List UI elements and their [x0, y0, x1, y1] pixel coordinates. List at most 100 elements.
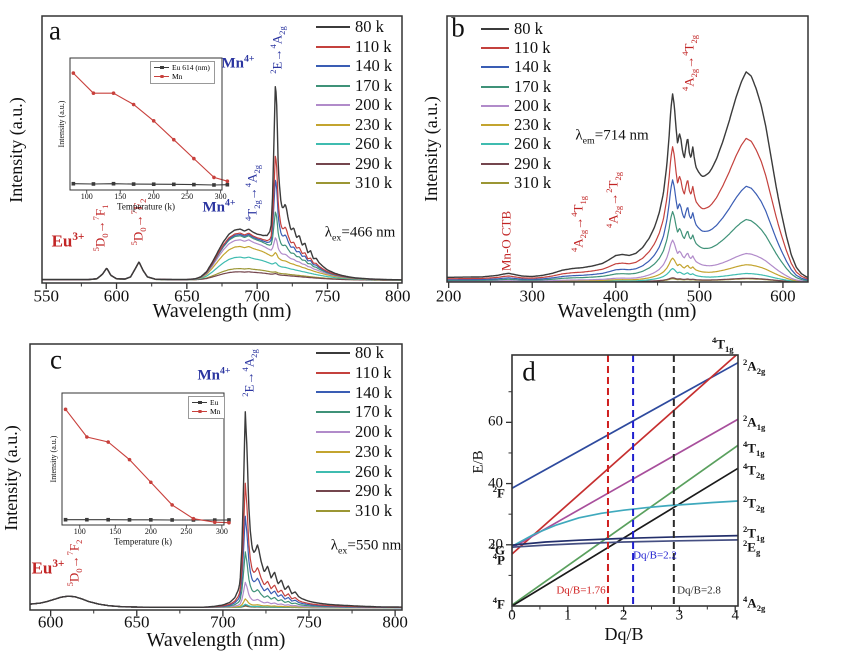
- legend-swatch: [154, 65, 169, 70]
- legend-item: 230 k: [316, 442, 392, 462]
- legend-item: 110 k: [316, 363, 392, 383]
- legend-swatch: [316, 26, 350, 29]
- y-axis-label: Intensity (a.u.): [1, 425, 21, 531]
- legend-item: 170 k: [481, 77, 551, 96]
- annotation: λem=714 nm: [575, 127, 649, 147]
- marker: [225, 179, 230, 183]
- legend-label: 310 k: [355, 173, 393, 193]
- series-110-k: [447, 137, 809, 280]
- legend-label: 170 k: [514, 76, 552, 96]
- inset-legend: Eu 614 (nm) Mn: [150, 61, 215, 84]
- marker: [111, 91, 116, 95]
- x-axis-label: Dq/B: [604, 624, 644, 644]
- square-marker-icon: [160, 65, 164, 70]
- panel-letter-a: a: [49, 15, 61, 46]
- legend-item: 80 k: [481, 19, 551, 38]
- x-tick-label: 600: [770, 286, 796, 306]
- legend-item: 170 k: [316, 76, 392, 96]
- x-tick-label: 0: [508, 607, 516, 624]
- ts-lines: [512, 355, 738, 606]
- marker: [170, 518, 174, 522]
- legend-label: 110 k: [355, 362, 392, 382]
- legend-item: 260 k: [481, 134, 551, 154]
- x-tick-label: 550: [33, 286, 59, 306]
- marker: [63, 517, 68, 522]
- legend-label: 260 k: [355, 461, 393, 481]
- marker: [212, 520, 217, 525]
- legend-swatch: [481, 27, 509, 30]
- legend-label: 230 k: [355, 441, 393, 461]
- marker: [149, 518, 153, 522]
- x-axis-label: Temperature (k): [116, 201, 176, 212]
- legend-item: 200 k: [481, 96, 551, 115]
- annotation: Eu3+: [31, 557, 65, 578]
- legend-label: 230 k: [355, 114, 393, 134]
- marker: [227, 518, 231, 522]
- x-tick-label: 700: [210, 612, 236, 632]
- annotation: 4A2g→2T2g: [604, 171, 624, 229]
- legend-swatch: [316, 123, 350, 126]
- marker: [192, 156, 196, 161]
- annotation: 5D0→7F2: [65, 539, 85, 587]
- annotation: 4A2g→4T1g: [569, 195, 589, 253]
- legend-label: 310 k: [355, 501, 393, 521]
- x-tick-label: 150: [114, 192, 127, 201]
- annotation: λex=550 nm: [330, 537, 402, 557]
- x-tick-label: 600: [37, 612, 64, 632]
- legend-label: 290 k: [355, 153, 393, 173]
- vline-label: Dq/B=2.8: [677, 584, 721, 597]
- x-tick-label: 300: [519, 286, 545, 306]
- legend-label: 80 k: [355, 342, 384, 362]
- state-label: 2T2g: [743, 494, 765, 514]
- x-tick-label: 750: [314, 286, 341, 306]
- marker: [106, 517, 110, 522]
- state-label: 2Eg: [743, 538, 761, 558]
- marker: [191, 516, 196, 521]
- legend-item: 230 k: [316, 115, 392, 135]
- ts-line-2A1g: [512, 418, 738, 549]
- x-tick-label: 300: [214, 192, 227, 201]
- legend-item: 140 k: [316, 56, 392, 77]
- marker: [71, 181, 76, 186]
- state-label: 2A1g: [743, 413, 766, 433]
- annotation: Mn4+: [221, 53, 255, 72]
- x-tick-label: 700: [244, 286, 270, 306]
- legend-label: 140 k: [355, 382, 393, 402]
- legend-swatch: [316, 45, 350, 48]
- state-label: 4T2g: [743, 460, 765, 480]
- marker: [171, 137, 176, 142]
- ts-line-4T2g: [512, 467, 738, 606]
- legend-label: 170 k: [355, 402, 393, 422]
- x-tick-label: 650: [124, 612, 150, 632]
- x-tick-label: 500: [686, 286, 713, 306]
- x-axis-label: Wavelength (nm): [146, 629, 286, 651]
- marker: [170, 503, 174, 507]
- ts-line-4T1g-lower: [512, 444, 738, 606]
- legend-swatch: [316, 182, 350, 185]
- series-80-k: [42, 85, 402, 281]
- panel-frame-b: [446, 15, 809, 283]
- legend-swatch: [481, 46, 509, 49]
- circle-marker-icon: [198, 409, 202, 414]
- term-label: 4P: [492, 551, 505, 568]
- legend-item: 260 k: [316, 462, 392, 482]
- state-label: 4A2g: [743, 594, 766, 614]
- term-label: 4F: [492, 594, 505, 612]
- legend-item: 230 k: [481, 115, 551, 134]
- x-axis-label: Wavelength (nm): [557, 300, 697, 322]
- term-label: 2F: [492, 483, 505, 501]
- x-tick-label: 250: [180, 527, 193, 536]
- annotation: 4A2g→4T2g: [680, 34, 700, 92]
- inset-legend: Eu Mn: [188, 396, 226, 419]
- legend-label: 110 k: [355, 36, 392, 56]
- x-tick-label: 300: [215, 527, 228, 536]
- y-tick-label: 40: [488, 475, 503, 492]
- legend-swatch: [316, 411, 350, 414]
- legend-label: Mn: [172, 72, 183, 81]
- x-tick-label: 650: [174, 286, 200, 306]
